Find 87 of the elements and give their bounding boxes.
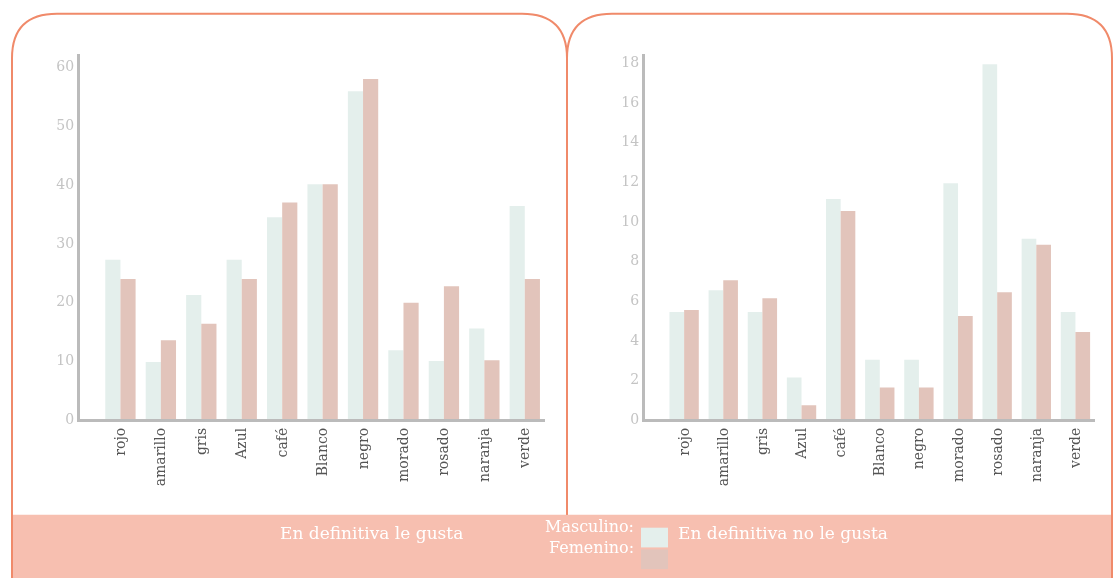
- y-tick-label: 10: [621, 212, 640, 229]
- y-tick-label: 60: [56, 57, 75, 74]
- x-tick-label: gris: [192, 427, 209, 456]
- bar: [669, 312, 685, 420]
- y-tick-label: 0: [630, 411, 640, 428]
- y-tick-label: 6: [630, 292, 640, 309]
- y-tick-label: 4: [630, 331, 640, 348]
- bar: [840, 210, 856, 420]
- bar: [904, 359, 919, 420]
- bar: [443, 286, 460, 420]
- y-tick-label: 30: [56, 234, 75, 251]
- y-tick-label: 40: [56, 175, 75, 192]
- bar: [160, 340, 177, 420]
- bar: [879, 387, 895, 420]
- bar: [1021, 238, 1037, 420]
- text: En definitiva le gusta: [280, 523, 464, 543]
- bar: [226, 259, 242, 420]
- bar: [267, 217, 283, 420]
- x-tick-label: morado: [949, 427, 966, 482]
- x-tick-label: morado: [395, 427, 412, 482]
- x-tick-label: rosado: [988, 427, 1005, 476]
- bar: [997, 292, 1012, 420]
- bar: [1075, 331, 1091, 420]
- bar: [747, 312, 763, 420]
- bar: [943, 183, 959, 420]
- bar: [1060, 312, 1076, 420]
- x-tick-label: Azul: [793, 427, 810, 460]
- bar: [684, 310, 699, 420]
- bar: [786, 377, 802, 420]
- x-tick-label: café: [273, 427, 290, 458]
- bar: [241, 279, 257, 420]
- bar: [120, 279, 136, 420]
- bar: [801, 405, 817, 420]
- bar: [958, 316, 973, 420]
- bar: [825, 199, 841, 420]
- x-tick-label: Blanco: [871, 427, 888, 477]
- bar: [201, 323, 217, 420]
- bar: [186, 295, 202, 420]
- bar: [145, 362, 161, 420]
- x-tick-label: Blanco: [314, 427, 331, 477]
- y-tick-label: 10: [56, 352, 75, 369]
- x-tick-label: café: [832, 427, 849, 458]
- x-tick-label: Azul: [233, 427, 250, 460]
- bar: [1036, 244, 1051, 420]
- y-tick-label: 12: [621, 173, 640, 190]
- x-tick-label: rojo: [111, 427, 128, 456]
- x-tick-label: rosado: [435, 427, 452, 476]
- bar: [524, 279, 540, 420]
- bar: [762, 298, 778, 420]
- bar: [347, 91, 364, 420]
- bar: [388, 350, 404, 420]
- x-tick-label: negro: [910, 427, 927, 470]
- x-tick-label: amarillo: [152, 427, 169, 487]
- y-tick-label: 16: [621, 93, 640, 110]
- x-tick-label: gris: [753, 427, 770, 456]
- bar: [105, 259, 121, 420]
- bar: [723, 280, 738, 420]
- x-tick-label: verde: [1066, 427, 1083, 469]
- y-tick-label: 50: [56, 116, 75, 133]
- y-tick-label: 8: [630, 252, 640, 269]
- bar: [469, 328, 485, 420]
- bar: [322, 184, 338, 420]
- y-tick-label: 18: [621, 54, 640, 71]
- bar: [403, 302, 419, 420]
- legend-label: Masculino:: [545, 517, 634, 536]
- bar: [865, 359, 880, 420]
- bar: [708, 290, 724, 420]
- bar: [918, 387, 934, 420]
- x-tick-label: negro: [354, 427, 371, 470]
- bar: [428, 360, 444, 420]
- bar: [307, 184, 323, 420]
- y-tick-label: 14: [621, 133, 640, 150]
- x-tick-label: naranja: [475, 427, 492, 482]
- text: En definitiva no le gusta: [678, 523, 888, 543]
- y-tick-label: 20: [56, 293, 75, 310]
- y-tick-label: 2: [630, 371, 640, 388]
- text: Femenino:: [549, 538, 635, 557]
- bar: [363, 78, 379, 420]
- bar: [982, 64, 998, 420]
- bar: [282, 202, 298, 420]
- bar: [509, 206, 525, 420]
- y-tick-label: 0: [65, 411, 75, 428]
- x-tick-label: verde: [516, 427, 533, 469]
- bar: [484, 360, 500, 420]
- x-tick-label: naranja: [1027, 427, 1044, 482]
- x-tick-label: amarillo: [714, 427, 731, 487]
- x-tick-label: rojo: [675, 427, 692, 456]
